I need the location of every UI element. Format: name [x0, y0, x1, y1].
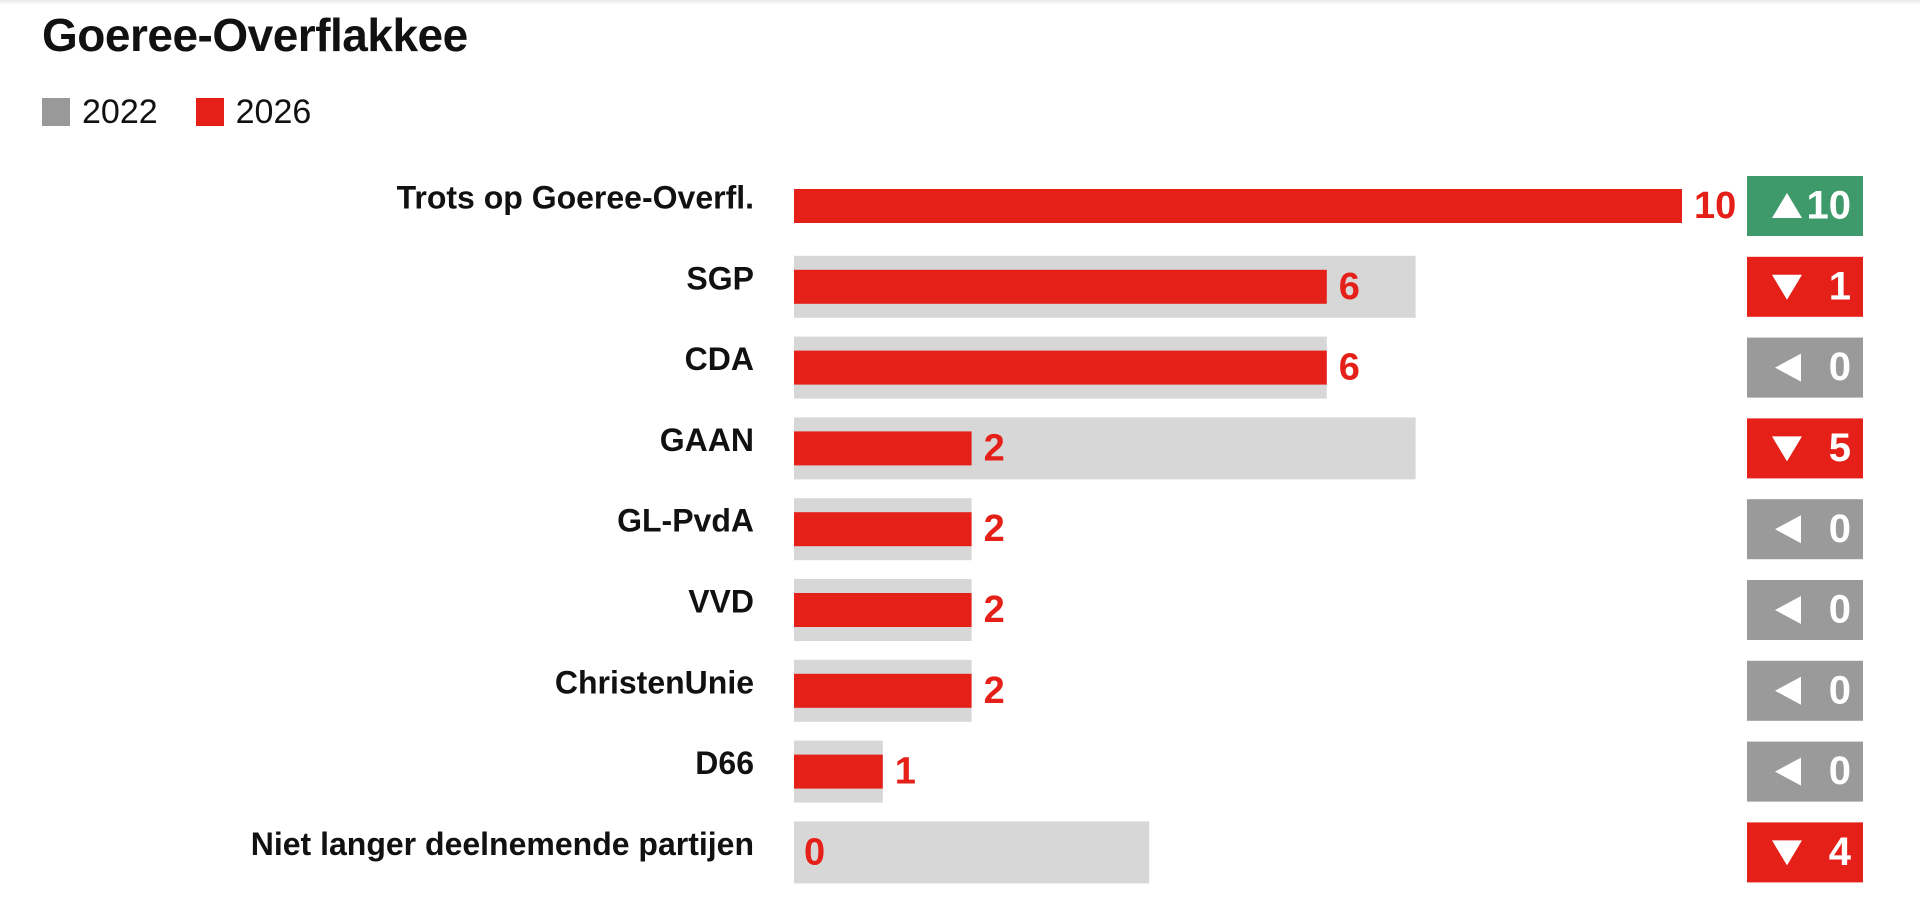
change-value-gl-pvda: 0: [1829, 507, 1851, 551]
category-label-sgp: SGP: [686, 260, 754, 296]
category-label-niet-langer-deelnemende-partijen: Niet langer deelnemende partijen: [251, 826, 754, 862]
triangle-up-icon: [1772, 193, 1802, 218]
value-label-niet-langer-deelnemende-partijen: 0: [804, 831, 825, 873]
category-label-trots-op-goeree-overfl: Trots op Goeree-Overfl.: [397, 179, 754, 215]
bar-2026-cda: [794, 350, 1327, 385]
bar-2026-trots-op-goeree-overfl: [794, 189, 1682, 223]
legend: 2022 2026: [42, 90, 349, 134]
change-badge-christenunie: [1747, 660, 1863, 721]
bar-2022-niet-langer-deelnemende-partijen: [794, 821, 1150, 884]
change-value-vvd: 0: [1829, 588, 1851, 632]
category-label-gl-pvda: GL-PvdA: [617, 503, 754, 539]
change-badge-trots-op-goeree-overfl: [1747, 176, 1863, 236]
bar-2026-christenunie: [794, 673, 972, 708]
category-label-cda: CDA: [685, 341, 754, 377]
category-label-christenunie: ChristenUnie: [555, 664, 754, 700]
bar-2026-vvd: [794, 593, 972, 627]
triangle-down-icon: [1772, 840, 1802, 866]
change-value-christenunie: 0: [1829, 668, 1851, 712]
change-badge-niet-langer-deelnemende-partijen: [1747, 822, 1863, 883]
value-label-cda: 6: [1339, 347, 1360, 389]
legend-label-2026: 2026: [235, 92, 312, 131]
top-divider: [0, 0, 1920, 5]
category-label-vvd: VVD: [688, 583, 754, 619]
category-label-gaan: GAAN: [660, 422, 754, 458]
value-label-christenunie: 2: [984, 670, 1005, 712]
value-label-sgp: 6: [1339, 266, 1360, 308]
change-value-niet-langer-deelnemende-partijen: 4: [1829, 830, 1852, 874]
triangle-left-icon: [1775, 757, 1801, 786]
legend-item-2022: 2022: [42, 93, 158, 132]
legend-swatch-2026: [195, 98, 224, 126]
change-badge-gl-pvda: [1747, 499, 1863, 560]
chart-title: Goeree-Overflakkee: [42, 9, 468, 61]
triangle-left-icon: [1775, 596, 1801, 624]
legend-label-2022: 2022: [82, 92, 158, 131]
triangle-down-icon: [1772, 436, 1802, 462]
bar-2026-gl-pvda: [794, 512, 972, 547]
change-value-gaan: 5: [1829, 426, 1851, 470]
value-label-trots-op-goeree-overfl: 10: [1694, 185, 1736, 227]
change-badge-cda: [1747, 337, 1863, 398]
change-badge-d66: [1747, 741, 1863, 802]
triangle-left-icon: [1775, 515, 1801, 544]
value-label-gaan: 2: [984, 427, 1005, 469]
bar-2026-sgp: [794, 269, 1327, 304]
bar-2026-d66: [794, 754, 883, 789]
triangle-left-icon: [1775, 676, 1801, 705]
change-value-cda: 0: [1829, 345, 1851, 389]
legend-item-2026: 2026: [195, 92, 312, 132]
change-value-sgp: 1: [1829, 264, 1851, 308]
bar-2026-gaan: [794, 431, 972, 466]
change-badge-sgp: [1747, 256, 1863, 317]
change-badge-gaan: [1747, 418, 1863, 479]
value-label-d66: 1: [895, 751, 916, 793]
value-label-gl-pvda: 2: [984, 508, 1005, 550]
value-label-vvd: 2: [984, 589, 1005, 631]
category-label-d66: D66: [695, 745, 754, 781]
change-value-trots-op-goeree-overfl: 10: [1807, 184, 1852, 228]
triangle-down-icon: [1772, 274, 1802, 300]
legend-swatch-2022: [42, 98, 70, 126]
change-badge-vvd: [1747, 580, 1863, 640]
triangle-left-icon: [1775, 353, 1801, 382]
change-value-d66: 0: [1829, 749, 1851, 793]
